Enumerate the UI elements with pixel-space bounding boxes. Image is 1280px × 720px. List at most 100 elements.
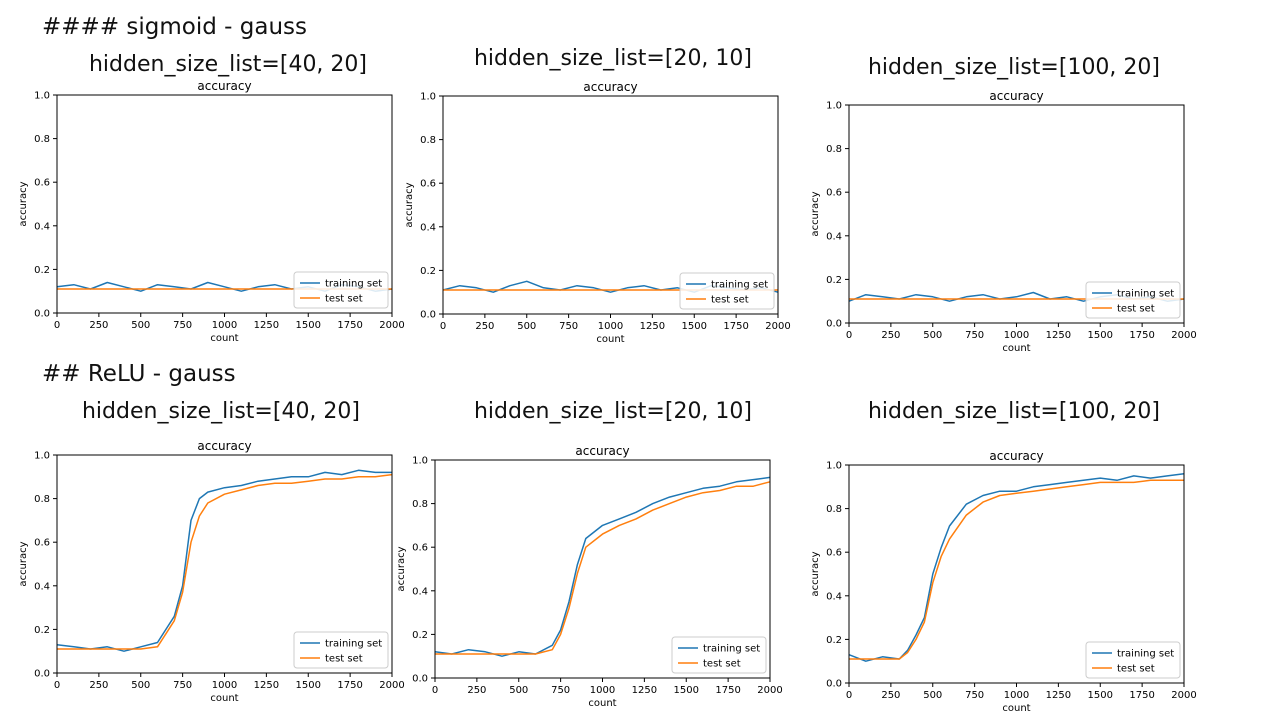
x-tick-label: 1000 xyxy=(212,320,237,331)
legend-box xyxy=(671,636,767,674)
y-tick-label: 0.8 xyxy=(34,134,50,145)
legend-label: test set xyxy=(325,654,363,665)
x-tick-label: 250 xyxy=(881,330,900,341)
x-tick-label: 1750 xyxy=(715,685,740,696)
x-tick-label: 1500 xyxy=(682,321,707,332)
y-axis-label: accuracy xyxy=(18,541,29,586)
legend: training set test set xyxy=(679,272,775,310)
x-tick-label: 500 xyxy=(509,685,528,696)
x-tick-label: 750 xyxy=(965,690,984,701)
y-tick-label: 0.8 xyxy=(420,135,436,146)
section-heading-sigmoid: #### sigmoid - gauss xyxy=(42,14,307,40)
x-tick-label: 500 xyxy=(923,690,942,701)
legend-label: training set xyxy=(1117,289,1174,300)
panel-title-sigmoid-40-20: hidden_size_list=[40, 20] xyxy=(88,52,368,77)
training-set-line xyxy=(434,476,771,657)
panel-title-sigmoid-20-10: hidden_size_list=[20, 10] xyxy=(473,46,753,71)
x-tick-label: 1000 xyxy=(1004,330,1029,341)
x-tick-label: 1500 xyxy=(1088,690,1113,701)
y-tick-label: 0.8 xyxy=(34,494,50,505)
x-tick-label: 1750 xyxy=(723,321,748,332)
y-tick-label: 1.0 xyxy=(420,92,436,103)
chart-title: accuracy xyxy=(197,79,251,93)
x-tick-label: 0 xyxy=(846,330,852,341)
x-tick-label: 1750 xyxy=(337,680,362,691)
x-tick-label: 750 xyxy=(559,321,578,332)
y-tick-label: 0.2 xyxy=(826,635,842,646)
x-tick-label: 1250 xyxy=(254,680,279,691)
section-heading-relu: ## ReLU - gauss xyxy=(42,361,236,387)
panel-title-relu-20-10: hidden_size_list=[20, 10] xyxy=(473,399,753,424)
x-tick-label: 500 xyxy=(517,321,536,332)
x-tick-label: 0 xyxy=(54,680,60,691)
legend-label: training set xyxy=(325,639,382,650)
legend-box xyxy=(1085,641,1181,679)
x-axis-label: count xyxy=(210,693,238,704)
chart-sigmoid-40-20: accuracy 0 250 500 750 1000 1250 1500 1750 2000 0.… xyxy=(18,79,405,344)
y-tick-label: 0.6 xyxy=(420,179,436,190)
chart-title: accuracy xyxy=(989,449,1043,463)
legend-label: test set xyxy=(1117,304,1155,315)
panel-title-sigmoid-100-20: hidden_size_list=[100, 20] xyxy=(867,55,1161,80)
y-axis-label: accuracy xyxy=(396,546,407,591)
x-tick-label: 1000 xyxy=(212,680,237,691)
chart-title: accuracy xyxy=(197,439,251,453)
x-tick-label: 0 xyxy=(432,685,438,696)
legend: training set test set xyxy=(671,636,767,674)
y-tick-label: 0.0 xyxy=(34,669,50,680)
training-set-line xyxy=(56,469,392,652)
y-tick-label: 0.0 xyxy=(826,319,842,330)
x-tick-label: 2000 xyxy=(765,321,790,332)
x-tick-label: 1750 xyxy=(1129,330,1154,341)
x-tick-label: 1250 xyxy=(640,321,665,332)
x-tick-label: 2000 xyxy=(757,685,782,696)
x-axis-label: count xyxy=(1002,343,1030,354)
chart-title: accuracy xyxy=(575,444,629,458)
legend: training set test set xyxy=(293,631,389,669)
y-tick-label: 1.0 xyxy=(34,91,50,102)
y-tick-label: 0.4 xyxy=(34,221,50,232)
y-tick-label: 1.0 xyxy=(34,451,50,462)
y-tick-label: 0.0 xyxy=(412,674,428,685)
x-tick-label: 750 xyxy=(551,685,570,696)
y-tick-label: 0.0 xyxy=(420,310,436,321)
legend-box xyxy=(293,631,389,669)
y-tick-label: 0.4 xyxy=(826,591,842,602)
x-tick-label: 750 xyxy=(965,330,984,341)
y-tick-label: 0.4 xyxy=(34,581,50,592)
x-tick-label: 1750 xyxy=(337,320,362,331)
y-tick-label: 0.6 xyxy=(826,188,842,199)
x-tick-label: 1500 xyxy=(296,680,321,691)
x-tick-label: 250 xyxy=(89,680,108,691)
legend-box xyxy=(1085,281,1181,319)
panel-title-relu-40-20: hidden_size_list=[40, 20] xyxy=(81,399,361,424)
y-tick-label: 1.0 xyxy=(826,461,842,472)
y-tick-label: 0.2 xyxy=(412,630,428,641)
legend-box xyxy=(293,271,389,309)
x-tick-label: 1250 xyxy=(1046,690,1071,701)
legend: training set test set xyxy=(293,271,389,309)
x-axis-label: count xyxy=(210,333,238,344)
legend-box xyxy=(679,272,775,310)
x-tick-label: 250 xyxy=(475,321,494,332)
legend-label: test set xyxy=(325,294,363,305)
chart-sigmoid-100-20: accuracy 0 250 500 750 1000 1250 1500 1750 2000 0.… xyxy=(810,89,1197,354)
x-tick-label: 500 xyxy=(923,330,942,341)
y-axis-label: accuracy xyxy=(18,181,29,226)
y-tick-label: 0.8 xyxy=(826,504,842,515)
x-tick-label: 250 xyxy=(467,685,486,696)
legend-label: test set xyxy=(711,295,749,306)
y-tick-label: 0.2 xyxy=(420,266,436,277)
x-tick-label: 1000 xyxy=(590,685,615,696)
x-tick-label: 1000 xyxy=(598,321,623,332)
legend: training set test set xyxy=(1085,641,1181,679)
x-tick-label: 2000 xyxy=(379,320,404,331)
x-tick-label: 1250 xyxy=(632,685,657,696)
x-tick-label: 250 xyxy=(881,690,900,701)
y-tick-label: 0.8 xyxy=(826,144,842,155)
chart-title: accuracy xyxy=(583,80,637,94)
x-tick-label: 1000 xyxy=(1004,690,1029,701)
chart-relu-40-20: accuracy 0 250 500 750 1000 1250 1500 1750 2000 0.… xyxy=(18,439,405,704)
y-tick-label: 0.4 xyxy=(826,231,842,242)
x-tick-label: 500 xyxy=(131,680,150,691)
